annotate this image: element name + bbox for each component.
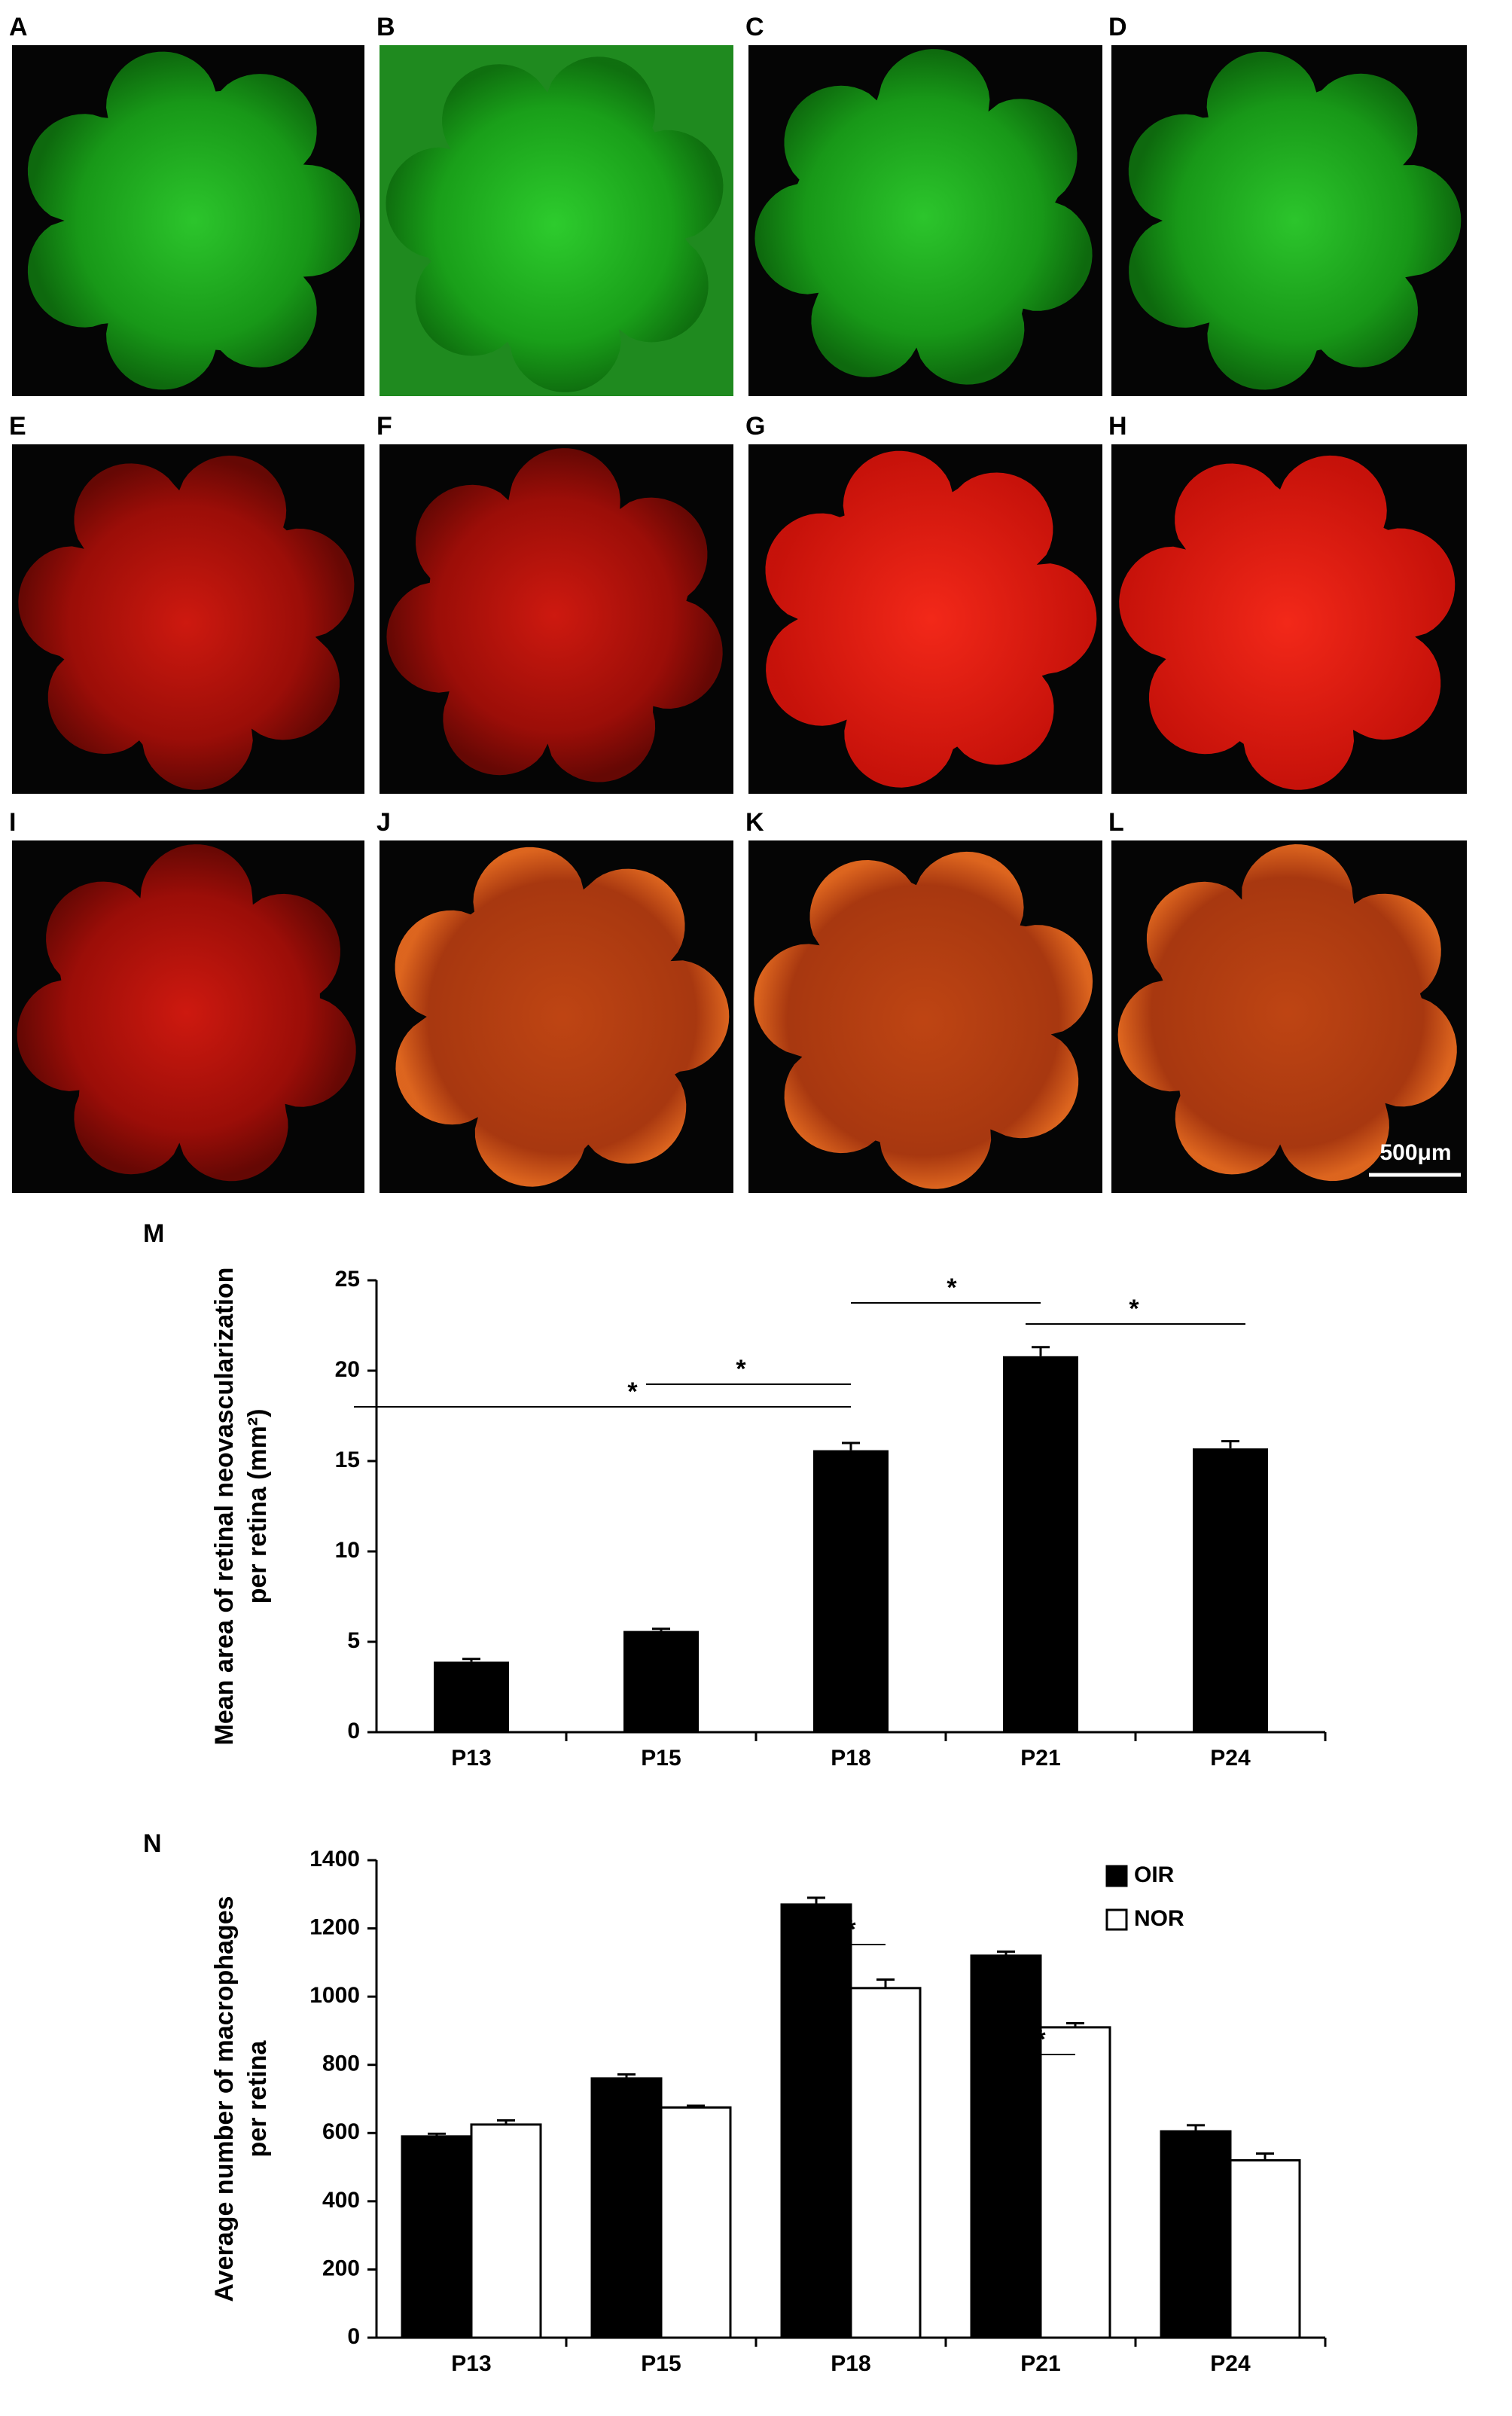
bar [780, 1903, 852, 2339]
panel-label: M [143, 1219, 164, 1248]
error-bar [462, 1658, 480, 1662]
panel-label: H [1108, 412, 1127, 441]
panel-label: I [9, 808, 16, 837]
bar [1160, 2130, 1232, 2339]
error-bar [1187, 2124, 1205, 2132]
x-tick-label: P21 [1020, 2351, 1060, 2376]
y-axis-label: per retina [243, 2039, 272, 2157]
error-bar [687, 2104, 705, 2108]
retina-flatmount [18, 456, 355, 790]
y-tick-label: 10 [335, 1538, 360, 1563]
bar [970, 1954, 1042, 2339]
retina-flatmount [1128, 51, 1462, 390]
bar [1003, 1356, 1078, 1732]
panel-label: L [1108, 808, 1124, 837]
panel-label: A [9, 13, 28, 41]
y-tick-label: 1400 [309, 1847, 360, 1871]
significance-mark: * [846, 1915, 856, 1944]
x-tick-label: P13 [451, 1746, 491, 1771]
y-axis-label: Mean area of retinal neovascularization [210, 1267, 239, 1746]
panel-label: K [745, 808, 764, 837]
x-tick-label: P21 [1020, 1746, 1060, 1771]
retina-flatmount [17, 844, 356, 1182]
error-bar [428, 2132, 446, 2137]
error-bar [617, 2073, 636, 2079]
retina-flatmount [395, 847, 730, 1187]
bar [623, 1630, 699, 1732]
error-bar [497, 2119, 515, 2125]
retina-flatmount [1119, 455, 1456, 790]
retina-flatmount [765, 450, 1097, 788]
y-tick-label: 400 [322, 2188, 360, 2213]
retina-flatmount [386, 448, 723, 782]
error-bar [876, 1978, 895, 1988]
retina-flatmount [754, 851, 1093, 1189]
bar [434, 1661, 509, 1732]
y-axis-label: per retina (mm²) [243, 1409, 272, 1604]
significance-mark: * [947, 1274, 957, 1302]
x-tick-label: P15 [641, 1746, 681, 1771]
panel-label: E [9, 412, 26, 441]
bar [590, 2077, 663, 2339]
error-bar [1256, 2152, 1274, 2161]
significance-mark: * [1035, 2025, 1046, 2054]
x-tick-label: P13 [451, 2351, 491, 2376]
y-axis-label: Average number of macrophages [210, 1896, 239, 2302]
x-tick-label: P18 [831, 2351, 870, 2376]
bar [1193, 1448, 1268, 1732]
panel-label: N [143, 1829, 162, 1858]
bar [1039, 2026, 1111, 2339]
panel-label: J [376, 808, 391, 837]
bar [849, 1987, 922, 2339]
y-tick-label: 0 [347, 1719, 360, 1743]
bar [470, 2123, 542, 2339]
y-tick-label: 0 [347, 2324, 360, 2349]
y-tick-label: 800 [322, 2051, 360, 2076]
y-tick-label: 25 [335, 1267, 360, 1292]
retina-flatmount [754, 49, 1093, 385]
bar [1229, 2159, 1301, 2339]
x-tick-label: P15 [641, 2351, 681, 2376]
scale-bar-label: 500μm [1379, 1140, 1451, 1165]
legend-swatch [1105, 1908, 1128, 1931]
y-tick-label: 5 [347, 1628, 360, 1653]
legend-label: OIR [1134, 1862, 1175, 1887]
retina-flatmount [386, 56, 724, 392]
error-bar [1066, 2021, 1084, 2027]
error-bar [842, 1441, 860, 1451]
panel-label: B [376, 13, 395, 41]
x-tick-label: P24 [1210, 2351, 1251, 2376]
error-bar [1221, 1440, 1239, 1449]
error-bar [1032, 1346, 1050, 1356]
significance-mark: * [627, 1377, 638, 1406]
legend-label: NOR [1134, 1906, 1184, 1931]
panel-label: D [1108, 13, 1127, 41]
y-tick-label: 1200 [309, 1914, 360, 1939]
y-tick-label: 200 [322, 2256, 360, 2280]
panel-label: C [745, 13, 764, 41]
legend-swatch [1105, 1865, 1128, 1887]
bar [813, 1450, 889, 1732]
panel-label: F [376, 412, 392, 441]
significance-mark: * [736, 1355, 746, 1383]
error-bar [652, 1627, 670, 1631]
retina-flatmount [27, 51, 361, 390]
x-tick-label: P18 [831, 1746, 870, 1771]
error-bar [807, 1896, 825, 1905]
y-tick-label: 1000 [309, 1983, 360, 2008]
bar [660, 2106, 732, 2339]
x-tick-label: P24 [1210, 1746, 1251, 1771]
bar [401, 2135, 473, 2339]
y-tick-label: 20 [335, 1357, 360, 1382]
y-tick-label: 600 [322, 2119, 360, 2144]
panel-label: G [745, 412, 765, 441]
retina-flatmount [1117, 844, 1457, 1182]
significance-mark: * [1129, 1295, 1139, 1323]
y-tick-label: 15 [335, 1447, 360, 1472]
error-bar [997, 1950, 1015, 1956]
